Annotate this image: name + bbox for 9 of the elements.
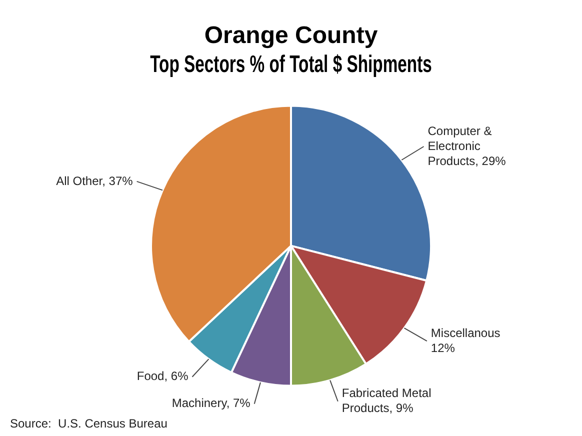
- source-note: Source: U.S. Census Bureau: [10, 416, 168, 430]
- chart-title: Orange County Top Sectors % of Total $ Shipments: [150, 22, 432, 78]
- slice-label: Fabricated Metal Products, 9%: [342, 386, 432, 416]
- slice-label: Miscellanous: [430, 326, 500, 340]
- slice-label: All Other, 37%: [56, 174, 134, 188]
- slice-label: Machinery, 7%: [172, 396, 251, 410]
- slice-label: Food, 6%: [136, 369, 189, 384]
- slice-label: Computer & Electronic Products, 29%: [428, 124, 506, 168]
- data-label: 12%: [430, 340, 456, 355]
